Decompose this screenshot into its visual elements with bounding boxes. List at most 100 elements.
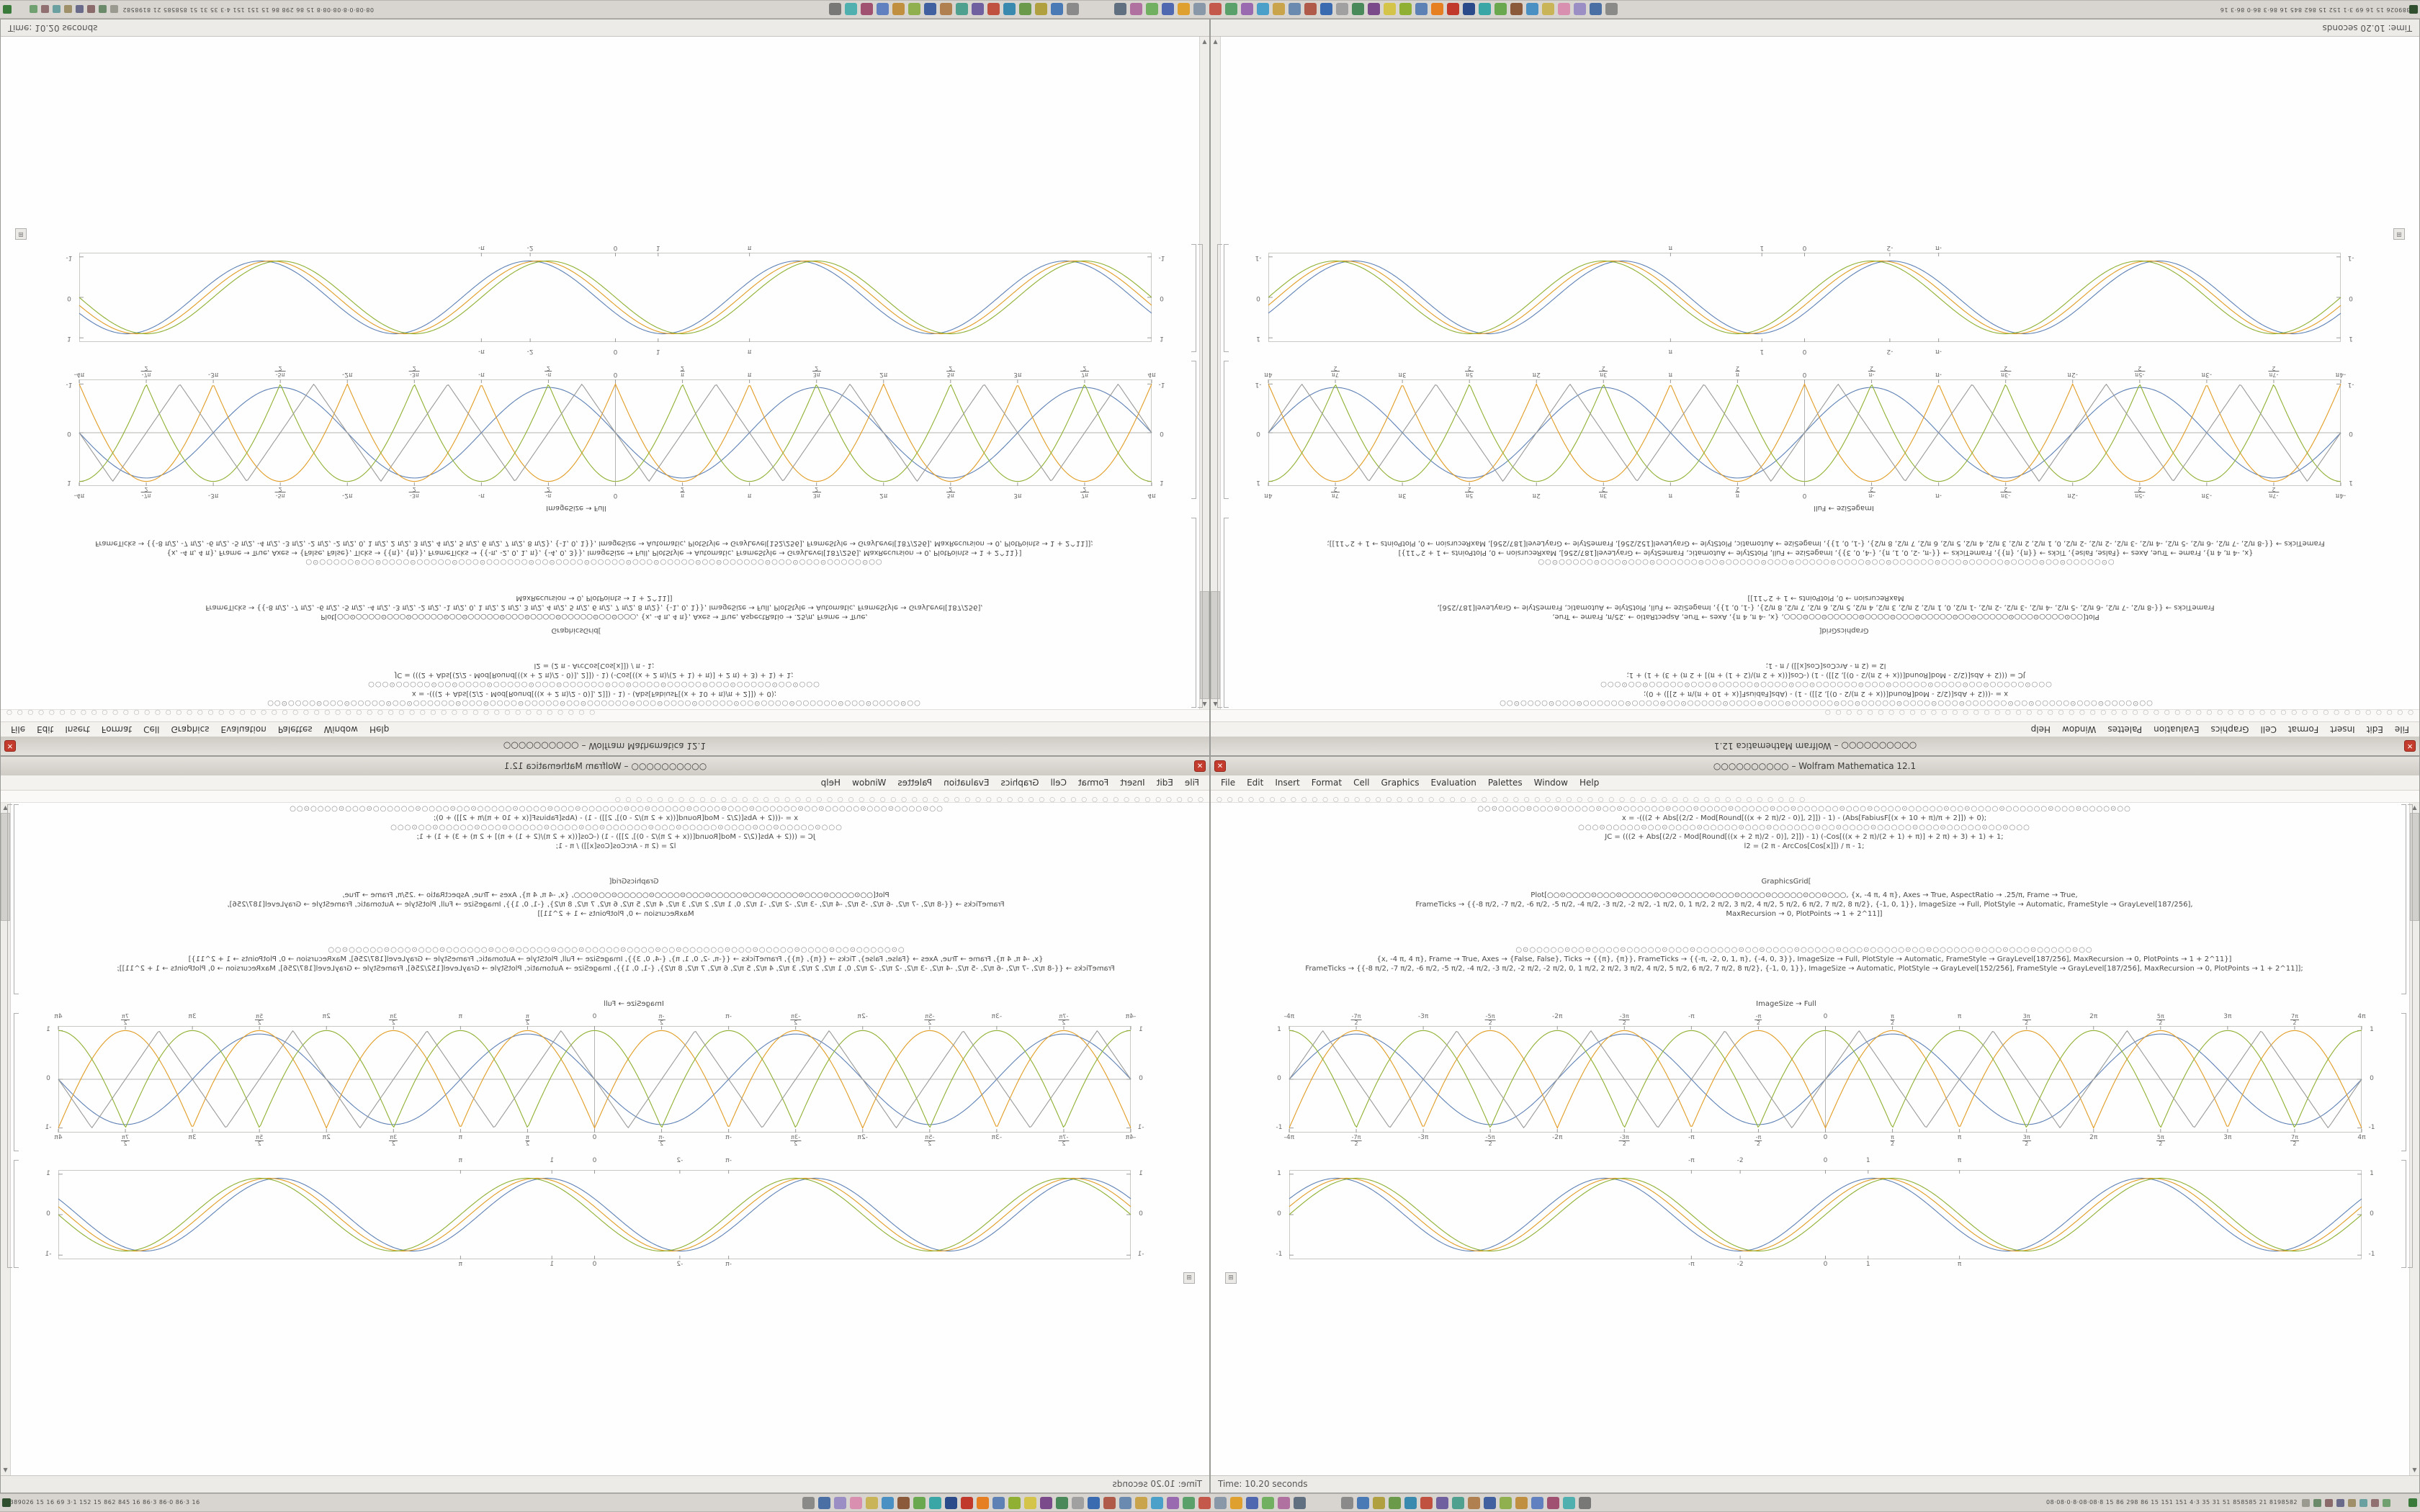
taskbar-app-icon[interactable]	[1209, 3, 1222, 15]
taskbar-app-icon[interactable]	[877, 3, 889, 15]
taskbar-app-icon[interactable]	[929, 1497, 941, 1509]
taskbar-app-icon[interactable]	[1167, 1497, 1179, 1509]
taskbar-app-icon[interactable]	[1289, 3, 1301, 15]
taskbar-app-icon[interactable]	[1273, 3, 1285, 15]
cell-bracket[interactable]	[14, 1160, 19, 1268]
taskbar-app-icon[interactable]	[913, 1497, 926, 1509]
taskbar-app-icon[interactable]	[1067, 3, 1079, 15]
taskbar-app-icon[interactable]	[1198, 1497, 1211, 1509]
taskbar-app-icon[interactable]	[1146, 3, 1158, 15]
cell-bracket[interactable]	[1224, 518, 1229, 708]
taskbar-app-icon[interactable]	[908, 3, 920, 15]
menu-item-window[interactable]: Window	[2062, 724, 2097, 734]
menu-item-cell[interactable]: Cell	[1353, 778, 1370, 788]
taskbar-app-icon[interactable]	[818, 1497, 830, 1509]
taskbar-app-icon[interactable]	[897, 1497, 910, 1509]
taskbar-app-icon[interactable]	[1320, 3, 1332, 15]
taskbar-app-icon[interactable]	[1135, 1497, 1147, 1509]
taskbar-app-icon[interactable]	[1230, 1497, 1242, 1509]
taskbar-app-icon[interactable]	[1590, 3, 1602, 15]
taskbar-app-icon[interactable]	[1072, 1497, 1084, 1509]
cell-bracket[interactable]	[1191, 518, 1196, 708]
taskbar-app-icon[interactable]	[1436, 1497, 1448, 1509]
taskbar-app-icon[interactable]	[1003, 3, 1016, 15]
window-close-button[interactable]: ✕	[1194, 760, 1206, 772]
taskbar-app-icon[interactable]	[2348, 1499, 2356, 1507]
taskbar-app-icon[interactable]	[1399, 3, 1412, 15]
taskbar-app-icon[interactable]	[1542, 3, 1554, 15]
window-titlebar[interactable]: ✕ ○○○○○○○○○○ – Wolfram Mathematica 12.1	[1211, 736, 2419, 755]
menu-item-palettes[interactable]: Palettes	[2107, 724, 2143, 734]
cell-group-bracket[interactable]	[1217, 244, 1222, 708]
cell-bracket[interactable]	[14, 1013, 19, 1151]
menu-item-insert[interactable]: Insert	[1275, 778, 1300, 788]
cell-group-bracket[interactable]	[2408, 804, 2413, 1268]
menu-item-edit[interactable]: Edit	[1247, 778, 1264, 788]
code-cell[interactable]: Plot[○○⊙○○○○⊙○○○⊙○○○○○⊙○○⊙○○○○○⊙○○○⊙○○○○…	[37, 593, 1152, 621]
taskbar-app-icon[interactable]	[834, 1497, 846, 1509]
cell-bracket[interactable]	[1191, 244, 1196, 352]
notebook-area[interactable]: GraphicsGrid[ ImageSize → Full ⊞ ▲ ▼ ○○⊙…	[1211, 803, 2419, 1475]
taskbar-app-icon[interactable]	[1526, 3, 1538, 15]
taskbar-app-icon[interactable]	[1278, 1497, 1290, 1509]
menu-item-edit[interactable]: Edit	[1156, 778, 1173, 788]
taskbar-app-icon[interactable]	[972, 3, 984, 15]
menu-item-file[interactable]: File	[2394, 724, 2409, 734]
taskbar-app-icon[interactable]	[1558, 3, 1570, 15]
taskbar-app-icon[interactable]	[1262, 1497, 1274, 1509]
taskbar-app-icon[interactable]	[2383, 1499, 2390, 1507]
menu-item-evaluation[interactable]: Evaluation	[220, 724, 266, 734]
menu-item-help[interactable]: Help	[2030, 724, 2051, 734]
taskbar-app-icon[interactable]	[1479, 3, 1491, 15]
taskbar-app-icon[interactable]	[41, 5, 49, 13]
menu-item-file[interactable]: File	[1184, 778, 1199, 788]
cell-bracket[interactable]	[1224, 361, 1229, 499]
code-cell[interactable]: ○⊙○○○○○⊙○○⊙○○○○⊙○○○○○⊙○○○⊙○○○○○○⊙○○⊙○○○○…	[1247, 945, 2362, 973]
menu-item-window[interactable]: Window	[852, 778, 887, 788]
code-cell[interactable]: ○○⊙○○○○⊙○○○⊙○○○○○⊙○○⊙○○○○○○⊙○○○⊙○○○○⊙○○○…	[37, 661, 1152, 708]
taskbar-app-icon[interactable]	[1183, 1497, 1195, 1509]
taskbar-app-icon[interactable]	[1547, 1497, 1559, 1509]
taskbar-app-icon[interactable]	[1579, 1497, 1591, 1509]
menu-item-evaluation[interactable]: Evaluation	[944, 778, 990, 788]
menu-item-edit[interactable]: Edit	[2366, 724, 2383, 734]
taskbar-app-icon[interactable]	[1162, 3, 1174, 15]
taskbar-app-icon[interactable]	[2325, 1499, 2333, 1507]
taskbar-app-icon[interactable]	[99, 5, 107, 13]
taskbar-app-icon[interactable]	[1431, 3, 1443, 15]
format-toolbar[interactable]: ○ ○ ○ ○ ○ ○ ○ ○ ○ ○ ○ ○ ○ ○ ○ ○ ○ ○ ○ ○ …	[1211, 709, 2419, 721]
taskbar-app-icon[interactable]	[1024, 1497, 1036, 1509]
taskbar-app-icon[interactable]	[1225, 3, 1237, 15]
taskbar-app-icon[interactable]	[76, 5, 84, 13]
taskbar-app-icon[interactable]	[866, 1497, 878, 1509]
taskbar-app-icon[interactable]	[1103, 1497, 1116, 1509]
taskbar-app-icon[interactable]	[1389, 1497, 1401, 1509]
taskbar-app-icon[interactable]	[1294, 1497, 1306, 1509]
taskbar-app-icon[interactable]	[1019, 3, 1031, 15]
menu-item-graphics[interactable]: Graphics	[171, 724, 210, 734]
scroll-up-icon[interactable]: ▲	[2412, 804, 2417, 811]
notebook-area[interactable]: GraphicsGrid[ ImageSize → Full ⊞ ▲ ▼ ○○⊙…	[1211, 37, 2419, 709]
code-cell[interactable]: ○⊙○○○○○⊙○○⊙○○○○⊙○○○○○⊙○○○⊙○○○○○○⊙○○⊙○○○○…	[37, 539, 1152, 567]
code-cell[interactable]: ○⊙○○○○○⊙○○⊙○○○○⊙○○○○○⊙○○○⊙○○○○○○⊙○○⊙○○○○…	[1268, 539, 2383, 567]
taskbar-app-icon[interactable]	[977, 1497, 989, 1509]
taskbar-app-icon[interactable]	[1384, 3, 1396, 15]
taskbar-app-icon[interactable]	[882, 1497, 894, 1509]
menu-item-graphics[interactable]: Graphics	[1381, 778, 1420, 788]
taskbar-app-icon[interactable]	[2371, 1499, 2379, 1507]
menu-item-cell[interactable]: Cell	[1050, 778, 1067, 788]
taskbar-app-icon[interactable]	[1452, 1497, 1464, 1509]
cell-bracket[interactable]	[2401, 804, 2406, 994]
taskbar-app-icon[interactable]	[2302, 1499, 2310, 1507]
menu-item-graphics[interactable]: Graphics	[1000, 778, 1039, 788]
menu-item-cell[interactable]: Cell	[143, 724, 160, 734]
menu-item-insert[interactable]: Insert	[1120, 778, 1145, 788]
taskbar-app-icon[interactable]	[110, 5, 118, 13]
format-toolbar[interactable]: ○ ○ ○ ○ ○ ○ ○ ○ ○ ○ ○ ○ ○ ○ ○ ○ ○ ○ ○ ○ …	[1211, 791, 2419, 803]
taskbar-app-icon[interactable]	[1130, 3, 1142, 15]
menu-item-file[interactable]: File	[11, 724, 26, 734]
taskbar-app-icon[interactable]	[1494, 3, 1507, 15]
taskbar-app-icon[interactable]	[945, 1497, 957, 1509]
menu-item-format[interactable]: Format	[2287, 724, 2319, 734]
format-toolbar[interactable]: ○ ○ ○ ○ ○ ○ ○ ○ ○ ○ ○ ○ ○ ○ ○ ○ ○ ○ ○ ○ …	[1, 791, 1209, 803]
